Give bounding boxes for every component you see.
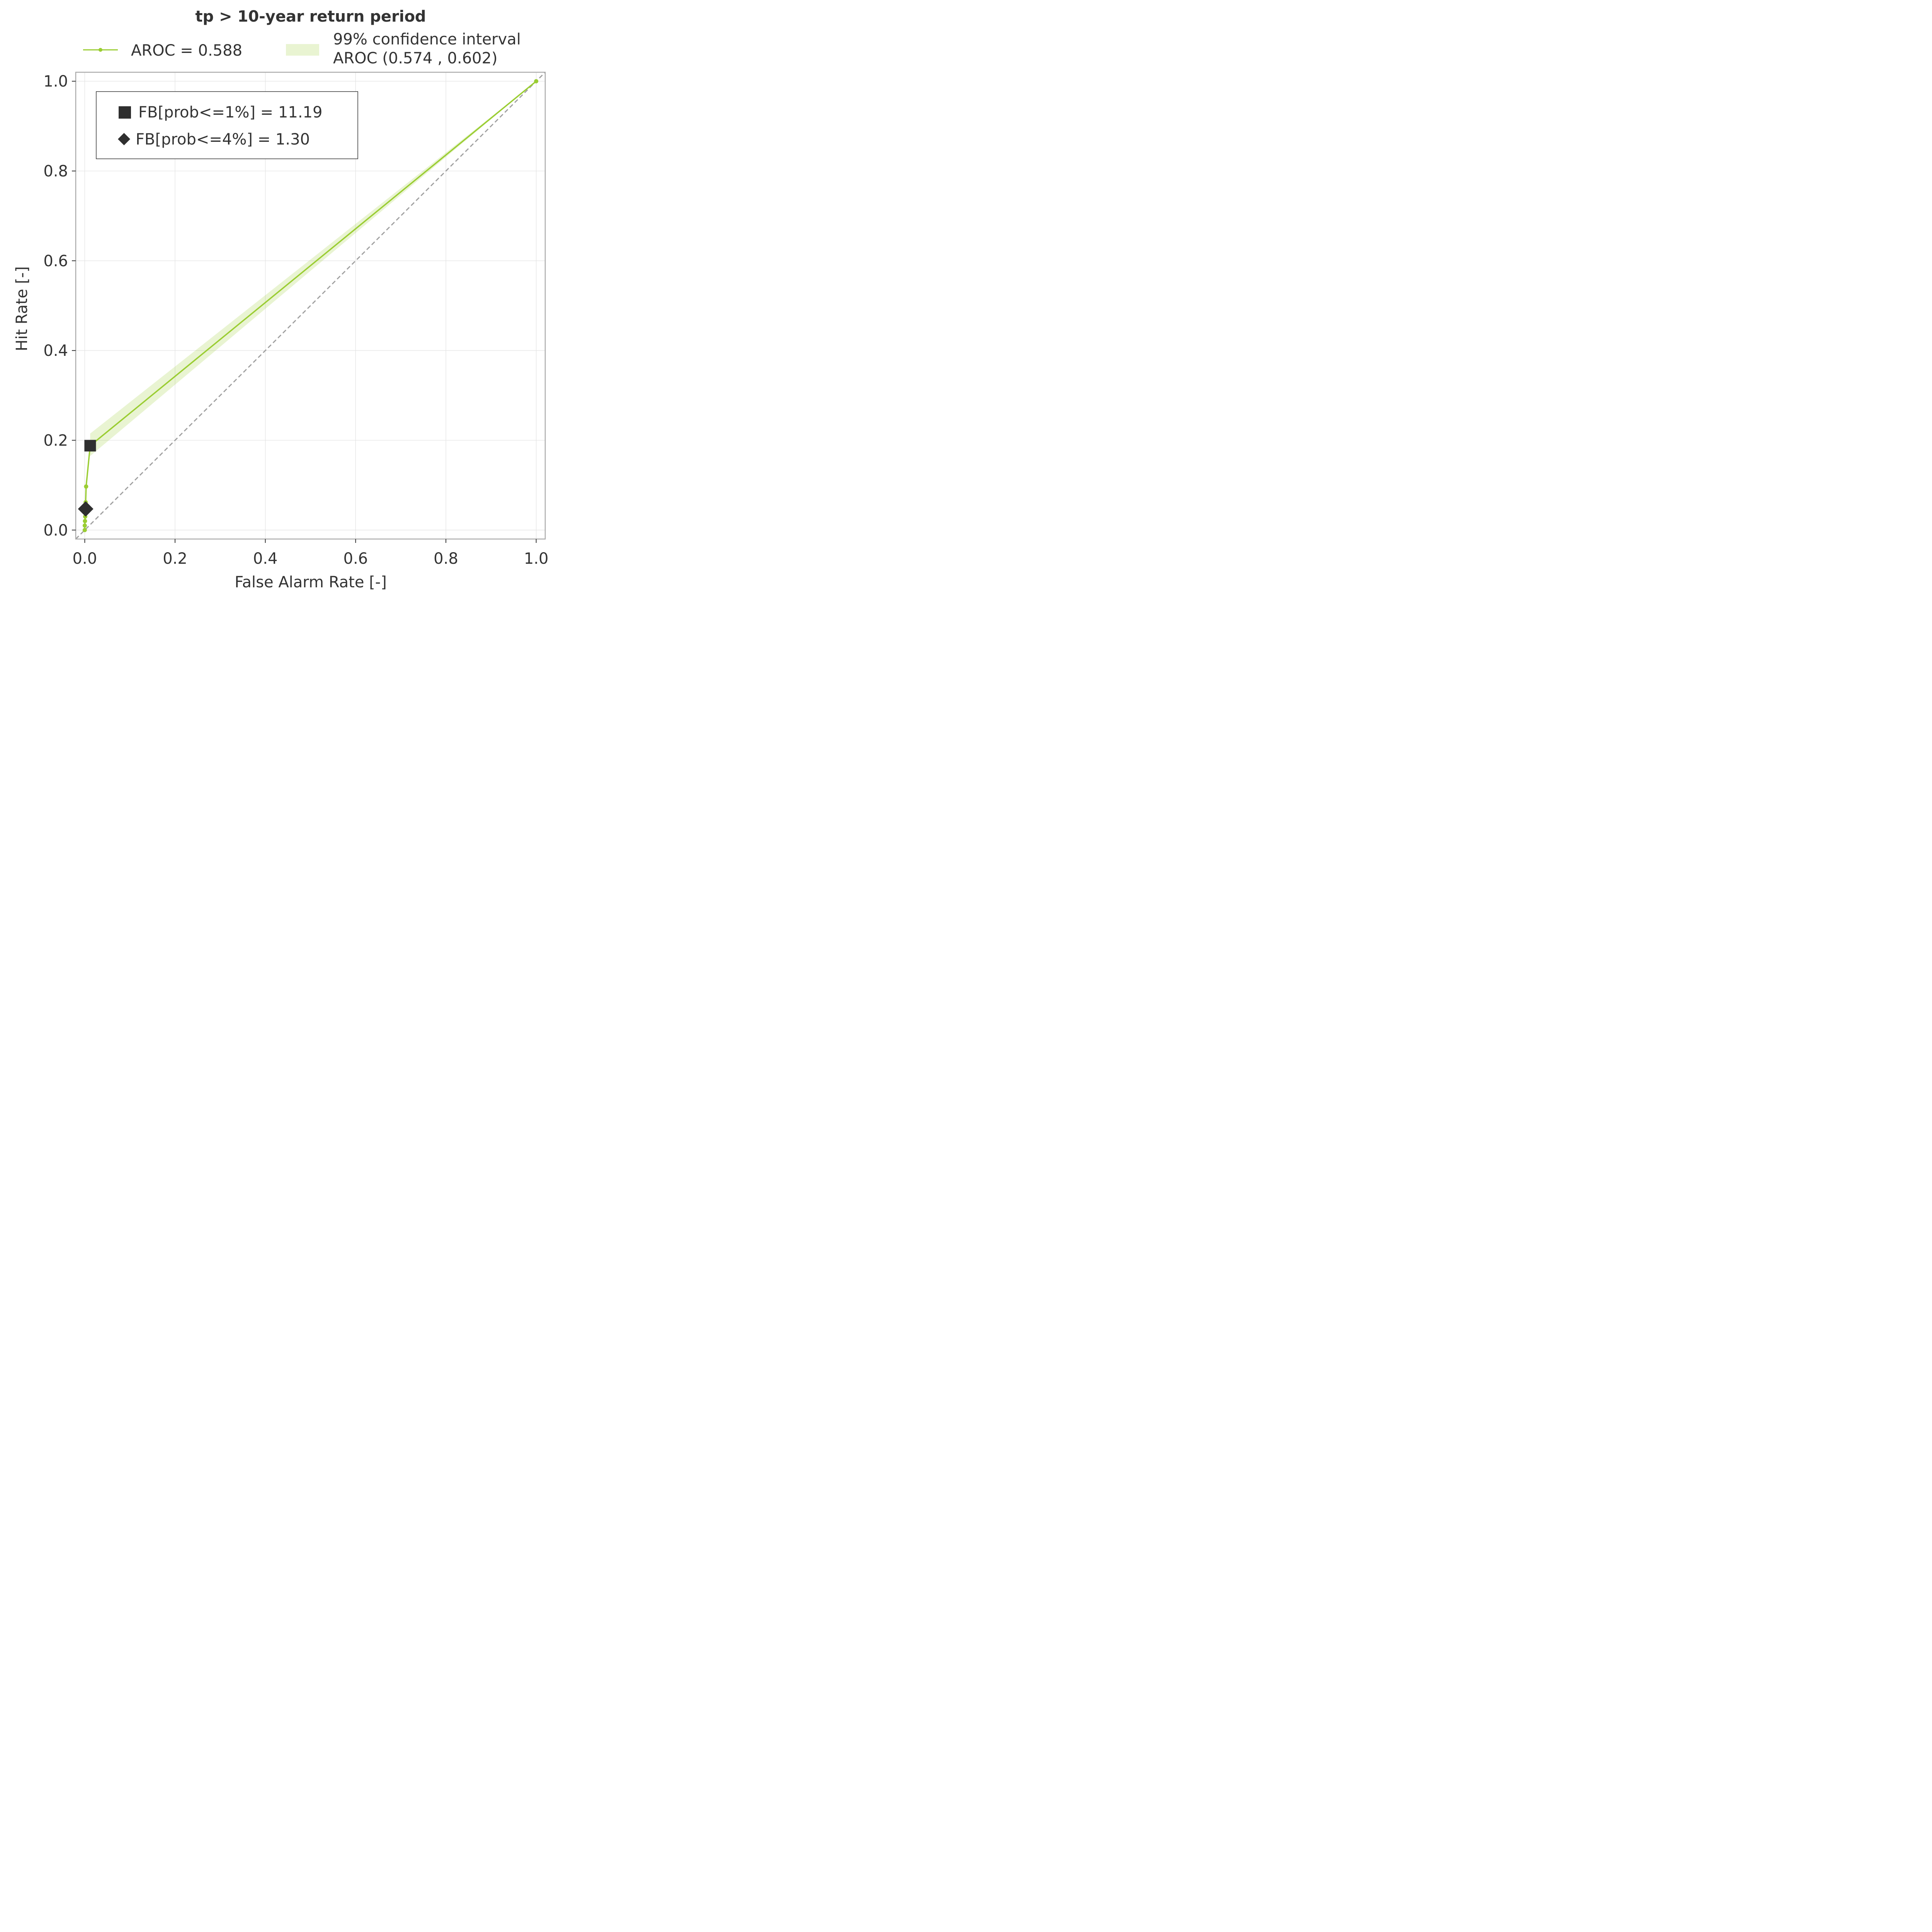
x-tick-label: 0.2: [163, 550, 187, 568]
roc-curve-point: [82, 528, 87, 532]
reference-diagonal: [75, 71, 546, 540]
x-tick-label: 1.0: [524, 550, 549, 568]
y-axis-label: Hit Rate [-]: [13, 266, 31, 351]
legend-band-label-line2: AROC (0.574 , 0.602): [333, 49, 498, 67]
roc-curve-point: [534, 79, 539, 83]
x-axis-label: False Alarm Rate [-]: [235, 573, 387, 591]
legend-diamond-symbol: [118, 133, 130, 145]
y-tick-label: 0.4: [43, 342, 68, 360]
y-tick-label: 0.0: [43, 522, 68, 539]
legend-line-marker: [99, 48, 102, 52]
roc-chart: tp > 10-year return period AROC = 0.588 …: [13, 8, 549, 591]
marker-legend: FB[prob<=1%] = 11.19 FB[prob<=4%] = 1.30: [96, 91, 358, 159]
roc-curve-point: [82, 523, 87, 528]
y-tick-label: 1.0: [43, 73, 68, 90]
legend-square-label: FB[prob<=1%] = 11.19: [138, 104, 322, 121]
roc-curve-point: [83, 519, 87, 524]
y-tick-label: 0.2: [43, 432, 68, 449]
marker-legend-box: [96, 91, 358, 159]
legend-band-label-line1: 99% confidence interval: [333, 31, 521, 48]
fb-square-marker: [84, 440, 96, 452]
x-axis-ticks: 0.0 0.2 0.4 0.6 0.8 1.0: [73, 539, 549, 568]
reference-diagonal-line: [75, 71, 546, 540]
y-tick-label: 0.8: [43, 163, 68, 180]
roc-curve-point: [84, 484, 88, 489]
x-tick-label: 0.0: [73, 550, 97, 568]
chart-title: tp > 10-year return period: [195, 8, 426, 26]
y-tick-label: 0.6: [43, 252, 68, 270]
legend-series-label: AROC = 0.588: [131, 42, 242, 60]
x-tick-label: 0.4: [253, 550, 278, 568]
legend-band-swatch: [286, 44, 319, 56]
fb-markers: [78, 440, 96, 517]
x-tick-label: 0.6: [344, 550, 368, 568]
confidence-band-area: [90, 81, 536, 456]
plot-frame: [75, 71, 546, 540]
fb-diamond-marker: [78, 501, 94, 517]
legend-diamond-label: FB[prob<=4%] = 1.30: [136, 131, 310, 148]
series-legend: AROC = 0.588 99% confidence interval ARO…: [83, 31, 521, 67]
confidence-band: [90, 81, 536, 456]
legend-square-symbol: [119, 106, 131, 119]
y-axis-ticks: 0.0 0.2 0.4 0.6 0.8 1.0: [43, 73, 76, 539]
x-tick-label: 0.8: [434, 550, 458, 568]
